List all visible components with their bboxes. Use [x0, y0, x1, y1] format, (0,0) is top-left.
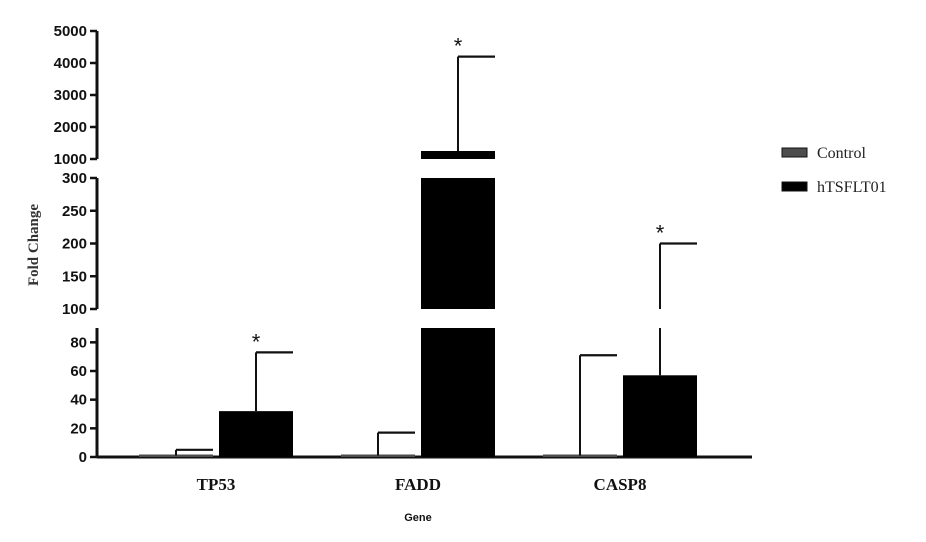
x-tick-label: FADD	[395, 475, 441, 494]
y-tick-label: 1000	[54, 151, 87, 168]
y-tick-label: 100	[62, 301, 87, 318]
y-tick-label: 300	[62, 170, 87, 187]
x-tick-label: CASP8	[594, 475, 647, 494]
significance-marks: * * *	[252, 34, 665, 355]
bar-fadd-htsflt01	[421, 328, 495, 457]
y-tick-label: 4000	[54, 55, 87, 72]
bars	[139, 151, 697, 457]
error-bars	[175, 55, 697, 456]
legend-label-htsflt01: hTSFLT01	[817, 179, 887, 196]
y-tick-label: 2000	[54, 119, 87, 136]
y-tick-label: 3000	[54, 87, 87, 104]
y-tick-label: 80	[70, 334, 87, 351]
y-ticks: 0 20 40 60 80 100 150 200 250 300 1000 2000 3000 4000…	[54, 23, 97, 466]
y-tick-label: 150	[62, 268, 87, 285]
y-axis-label: Fold Change	[26, 204, 42, 286]
y-tick-label: 40	[70, 392, 87, 409]
significance-star: *	[454, 34, 463, 59]
y-tick-label: 200	[62, 236, 87, 253]
y-tick-label: 60	[70, 363, 87, 380]
x-tick-label: TP53	[197, 475, 236, 494]
legend-label-control: Control	[817, 145, 866, 162]
bar-fadd-control	[341, 454, 415, 457]
bar-tp53-control	[139, 454, 213, 457]
significance-star: *	[656, 221, 665, 246]
x-axis-label: Gene	[404, 512, 432, 524]
bar-casp8-control	[543, 454, 617, 457]
category-labels: TP53 FADD CASP8	[197, 475, 647, 494]
legend-swatch-control	[781, 147, 808, 158]
significance-star: *	[252, 329, 261, 354]
y-tick-label: 20	[70, 420, 87, 437]
y-tick-label: 0	[79, 449, 87, 466]
bar-casp8-htsflt01	[623, 375, 697, 457]
bar-fadd-htsflt01-seg2	[421, 151, 495, 159]
legend-swatch-htsflt01	[781, 181, 808, 192]
legend: Control hTSFLT01	[781, 145, 887, 196]
y-tick-label: 5000	[54, 23, 87, 40]
y-tick-label: 250	[62, 203, 87, 220]
bar-tp53-htsflt01	[219, 411, 293, 457]
bar-fadd-htsflt01-seg1	[421, 178, 495, 309]
